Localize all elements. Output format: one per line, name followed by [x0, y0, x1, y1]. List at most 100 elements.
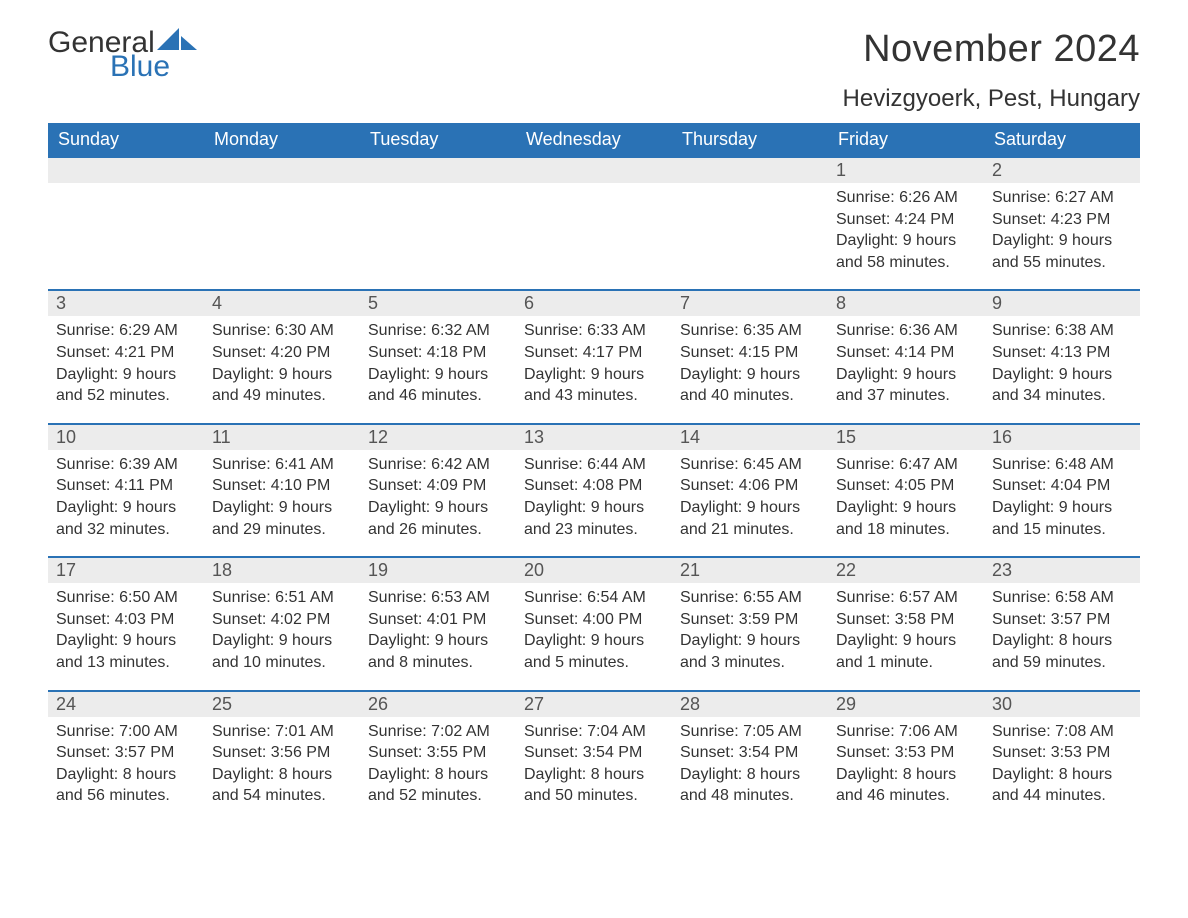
daylight-line: Daylight: 9 hours and 13 minutes. [56, 630, 196, 673]
day-number: 14 [672, 425, 828, 450]
sunrise-line: Sunrise: 6:39 AM [56, 454, 196, 476]
day-cell: 14Sunrise: 6:45 AMSunset: 4:06 PMDayligh… [672, 425, 828, 540]
day-number: 1 [828, 158, 984, 183]
daylight-line: Daylight: 9 hours and 43 minutes. [524, 364, 664, 407]
day-number [672, 158, 828, 183]
sunset-line: Sunset: 3:54 PM [524, 742, 664, 764]
day-body: Sunrise: 6:57 AMSunset: 3:58 PMDaylight:… [828, 583, 984, 673]
day-body: Sunrise: 7:06 AMSunset: 3:53 PMDaylight:… [828, 717, 984, 807]
day-number: 8 [828, 291, 984, 316]
daylight-line: Daylight: 9 hours and 55 minutes. [992, 230, 1132, 273]
daylight-line: Daylight: 8 hours and 44 minutes. [992, 764, 1132, 807]
sunset-line: Sunset: 3:54 PM [680, 742, 820, 764]
day-body: Sunrise: 7:00 AMSunset: 3:57 PMDaylight:… [48, 717, 204, 807]
weekday-header: Friday [828, 123, 984, 156]
day-cell: 27Sunrise: 7:04 AMSunset: 3:54 PMDayligh… [516, 692, 672, 807]
day-number: 2 [984, 158, 1140, 183]
daylight-line: Daylight: 9 hours and 37 minutes. [836, 364, 976, 407]
day-cell: 28Sunrise: 7:05 AMSunset: 3:54 PMDayligh… [672, 692, 828, 807]
day-cell: 8Sunrise: 6:36 AMSunset: 4:14 PMDaylight… [828, 291, 984, 406]
day-number: 15 [828, 425, 984, 450]
day-number: 12 [360, 425, 516, 450]
sunrise-line: Sunrise: 7:01 AM [212, 721, 352, 743]
day-body: Sunrise: 6:47 AMSunset: 4:05 PMDaylight:… [828, 450, 984, 540]
day-number: 20 [516, 558, 672, 583]
day-number: 17 [48, 558, 204, 583]
day-body: Sunrise: 6:58 AMSunset: 3:57 PMDaylight:… [984, 583, 1140, 673]
weekday-header: Thursday [672, 123, 828, 156]
sunset-line: Sunset: 4:11 PM [56, 475, 196, 497]
day-cell: 26Sunrise: 7:02 AMSunset: 3:55 PMDayligh… [360, 692, 516, 807]
day-cell: 25Sunrise: 7:01 AMSunset: 3:56 PMDayligh… [204, 692, 360, 807]
day-number: 10 [48, 425, 204, 450]
calendar-grid: SundayMondayTuesdayWednesdayThursdayFrid… [48, 123, 1140, 807]
sunset-line: Sunset: 4:05 PM [836, 475, 976, 497]
daylight-line: Daylight: 9 hours and 46 minutes. [368, 364, 508, 407]
sunrise-line: Sunrise: 6:26 AM [836, 187, 976, 209]
brand-logo: General Blue [48, 28, 201, 82]
day-number: 24 [48, 692, 204, 717]
day-number: 5 [360, 291, 516, 316]
day-number [516, 158, 672, 183]
daylight-line: Daylight: 9 hours and 52 minutes. [56, 364, 196, 407]
daylight-line: Daylight: 9 hours and 32 minutes. [56, 497, 196, 540]
day-body: Sunrise: 6:39 AMSunset: 4:11 PMDaylight:… [48, 450, 204, 540]
sunrise-line: Sunrise: 6:32 AM [368, 320, 508, 342]
day-number: 6 [516, 291, 672, 316]
day-cell: 6 Sunrise: 6:33 AMSunset: 4:17 PMDaylight… [516, 291, 672, 406]
day-body: Sunrise: 6:30 AMSunset: 4:20 PMDaylight:… [204, 316, 360, 406]
day-number: 19 [360, 558, 516, 583]
weekday-header: Tuesday [360, 123, 516, 156]
day-number [48, 158, 204, 183]
day-number: 9 [984, 291, 1140, 316]
sunset-line: Sunset: 4:17 PM [524, 342, 664, 364]
day-number: 18 [204, 558, 360, 583]
day-cell: 19Sunrise: 6:53 AMSunset: 4:01 PMDayligh… [360, 558, 516, 673]
sunrise-line: Sunrise: 6:54 AM [524, 587, 664, 609]
day-number: 22 [828, 558, 984, 583]
weekday-header: Monday [204, 123, 360, 156]
sunrise-line: Sunrise: 6:33 AM [524, 320, 664, 342]
page-title: November 2024 [843, 28, 1140, 71]
daylight-line: Daylight: 9 hours and 21 minutes. [680, 497, 820, 540]
sunset-line: Sunset: 4:03 PM [56, 609, 196, 631]
day-number: 4 [204, 291, 360, 316]
sunset-line: Sunset: 4:21 PM [56, 342, 196, 364]
sunset-line: Sunset: 3:58 PM [836, 609, 976, 631]
day-cell: 17Sunrise: 6:50 AMSunset: 4:03 PMDayligh… [48, 558, 204, 673]
day-body: Sunrise: 6:41 AMSunset: 4:10 PMDaylight:… [204, 450, 360, 540]
sunrise-line: Sunrise: 6:45 AM [680, 454, 820, 476]
day-body: Sunrise: 6:26 AMSunset: 4:24 PMDaylight:… [828, 183, 984, 273]
day-number: 3 [48, 291, 204, 316]
day-cell: 30Sunrise: 7:08 AMSunset: 3:53 PMDayligh… [984, 692, 1140, 807]
daylight-line: Daylight: 8 hours and 50 minutes. [524, 764, 664, 807]
sunrise-line: Sunrise: 7:00 AM [56, 721, 196, 743]
day-body: Sunrise: 6:45 AMSunset: 4:06 PMDaylight:… [672, 450, 828, 540]
daylight-line: Daylight: 9 hours and 49 minutes. [212, 364, 352, 407]
day-cell: 1Sunrise: 6:26 AMSunset: 4:24 PMDaylight… [828, 158, 984, 273]
daylight-line: Daylight: 9 hours and 8 minutes. [368, 630, 508, 673]
sunrise-line: Sunrise: 6:53 AM [368, 587, 508, 609]
sunset-line: Sunset: 4:04 PM [992, 475, 1132, 497]
sunset-line: Sunset: 3:57 PM [56, 742, 196, 764]
day-cell [672, 158, 828, 273]
day-body: Sunrise: 6:54 AMSunset: 4:00 PMDaylight:… [516, 583, 672, 673]
day-cell: 29Sunrise: 7:06 AMSunset: 3:53 PMDayligh… [828, 692, 984, 807]
daylight-line: Daylight: 8 hours and 54 minutes. [212, 764, 352, 807]
sunrise-line: Sunrise: 6:30 AM [212, 320, 352, 342]
day-cell: 4Sunrise: 6:30 AMSunset: 4:20 PMDaylight… [204, 291, 360, 406]
sunset-line: Sunset: 4:10 PM [212, 475, 352, 497]
daylight-line: Daylight: 9 hours and 18 minutes. [836, 497, 976, 540]
day-cell: 21Sunrise: 6:55 AMSunset: 3:59 PMDayligh… [672, 558, 828, 673]
weeks-container: 1Sunrise: 6:26 AMSunset: 4:24 PMDaylight… [48, 156, 1140, 807]
week-row: 1Sunrise: 6:26 AMSunset: 4:24 PMDaylight… [48, 156, 1140, 273]
day-number: 16 [984, 425, 1140, 450]
sunset-line: Sunset: 3:59 PM [680, 609, 820, 631]
daylight-line: Daylight: 9 hours and 58 minutes. [836, 230, 976, 273]
sunset-line: Sunset: 4:13 PM [992, 342, 1132, 364]
daylight-line: Daylight: 8 hours and 46 minutes. [836, 764, 976, 807]
sunrise-line: Sunrise: 6:55 AM [680, 587, 820, 609]
weekday-header-row: SundayMondayTuesdayWednesdayThursdayFrid… [48, 123, 1140, 156]
day-number: 25 [204, 692, 360, 717]
day-body: Sunrise: 6:51 AMSunset: 4:02 PMDaylight:… [204, 583, 360, 673]
